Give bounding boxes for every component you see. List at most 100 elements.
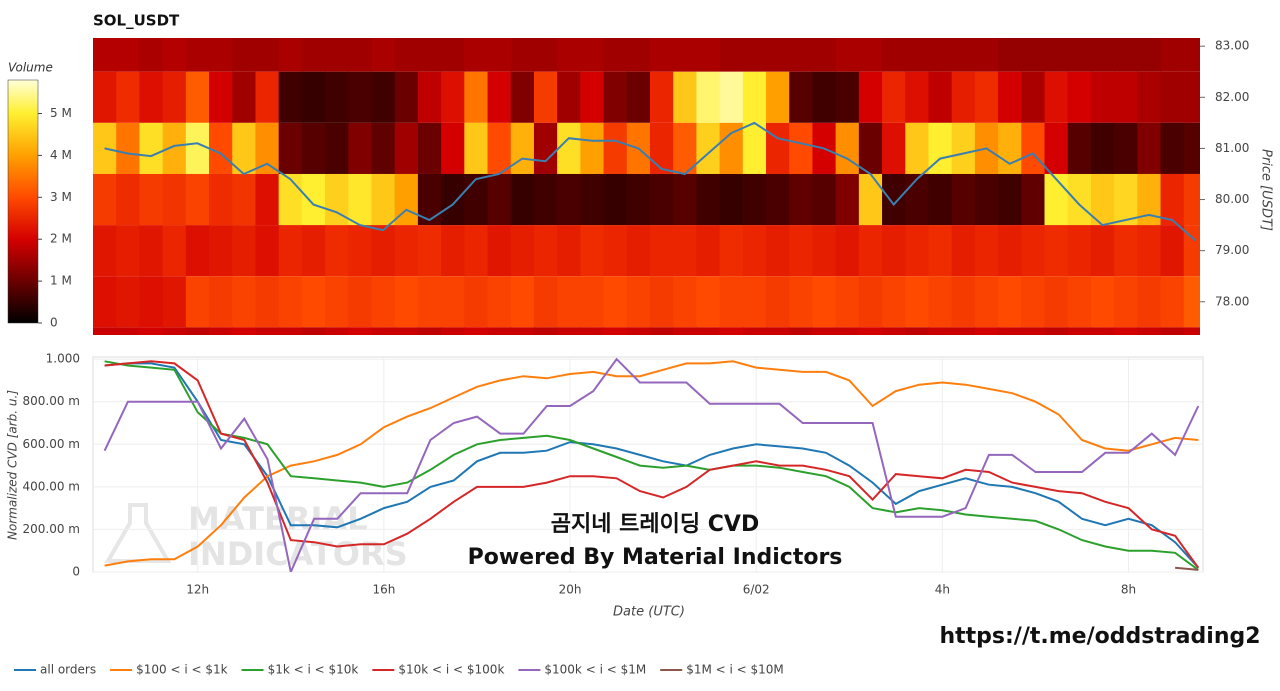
heatmap-cell [417,173,442,226]
heatmap-cell [951,327,976,335]
heatmap-cell [162,327,187,335]
heatmap-cell [742,173,767,226]
heatmap-cell [209,276,233,328]
heatmap-cell [1090,225,1115,277]
heatmap-cell [557,276,581,328]
heatmap-cell [1044,122,1069,174]
heatmap-cell [835,276,860,328]
heatmap-cell [1044,71,1069,123]
heatmap-cell [510,122,535,174]
heatmap-cell [255,122,280,174]
heatmap-cell [626,276,651,328]
heatmap-cell [348,327,373,335]
heatmap-cell [905,276,930,328]
heatmap-cell [301,122,326,174]
heatmap-cell [858,71,883,123]
heatmap-cell [882,71,906,123]
heatmap-cell [998,276,1022,328]
heatmap-cell [580,173,605,226]
heatmap-cell [998,225,1022,277]
heatmap-cell [696,71,721,123]
heatmap-cell [162,38,187,72]
heatmap-cell [789,276,814,328]
heatmap-cell [510,38,535,72]
heatmap-cell [974,276,999,328]
heatmap-cell [998,173,1022,226]
heatmap-cell [417,71,442,123]
heatmap-cell [1183,173,1200,226]
heatmap-cell [139,173,164,226]
heatmap-cell [441,71,465,123]
heatmap-cell [1044,276,1069,328]
heatmap-cell [209,71,233,123]
heatmap-cell [974,225,999,277]
heatmap-cell [325,71,349,123]
annotation: 곰지네 트레이딩 CVD [551,512,759,537]
heatmap-cell [882,276,906,328]
heatmap-cell [603,122,628,174]
heatmap-cell [719,276,744,328]
heatmap-cell [116,327,141,335]
cvd-line [1175,566,1199,571]
heatmap-cell [162,173,187,226]
heatmap-cell [673,122,697,174]
heatmap-cell [626,71,651,123]
legend-label: $100 < i < $1k [136,663,228,677]
heatmap-cell [1090,122,1115,174]
y2-tick-label: 81.00 [1215,141,1249,155]
heatmap-cell [603,225,628,277]
heatmap-cell [1183,225,1200,277]
heatmap-cell [998,71,1022,123]
heatmap-cell [580,122,605,174]
heatmap-cell [116,225,141,277]
price-line [104,121,1197,242]
heatmap-cell [394,327,419,335]
lines [103,357,1200,572]
x-tick-label: 4h [935,583,950,597]
heatmap-cell [1021,71,1046,123]
heatmap-cell [649,327,674,335]
x-tick-label: 16h [372,583,395,597]
heatmap-cell [626,225,651,277]
y-tick-label: 1.000 [46,352,80,366]
heatmap-cell [766,327,790,335]
heatmap-cell [1044,225,1069,277]
heatmap-cell [1183,71,1200,123]
heatmap-cell [626,173,651,226]
heatmap-cell [766,276,790,328]
heatmap-cell [348,276,373,328]
heatmap-cell [974,38,999,72]
heatmap-cell [626,327,651,335]
heatmap-cell [325,122,349,174]
heatmap-cell [1021,38,1046,72]
heatmap-cell [371,122,396,174]
link-text: https://t.me/oddstrading2 [939,624,1260,649]
y2-tick-label: 80.00 [1215,192,1249,206]
heatmap-cell [371,173,396,226]
heatmap-cell [858,225,883,277]
heatmap-cell [255,276,280,328]
heatmap-cell [116,173,141,226]
heatmap-cell [766,173,790,226]
heatmap-cell [371,327,396,335]
y2-tick-label: 83.00 [1215,39,1249,53]
heatmap-cell [882,38,906,72]
colorbar-tick-label: 0 [50,316,58,330]
heatmap-cell [1067,225,1092,277]
heatmap-cell [301,327,326,335]
heatmap-cell [116,38,141,72]
y-tick-label: 400.00 m [23,479,81,493]
cvd-line [104,360,1200,569]
heatmap-cell [1160,71,1185,123]
heatmap-cell [719,38,744,72]
heatmap-cell [232,122,257,174]
heatmap-cell [232,173,257,226]
heatmap-cell [719,225,744,277]
heatmap-cell [580,38,605,72]
heatmap-cell [209,38,233,72]
heatmap-cell [1114,71,1138,123]
heatmap-cell [487,122,512,174]
heatmap-cell [1114,122,1138,174]
heatmap-cell [185,225,210,277]
heatmap-cell [603,327,628,335]
